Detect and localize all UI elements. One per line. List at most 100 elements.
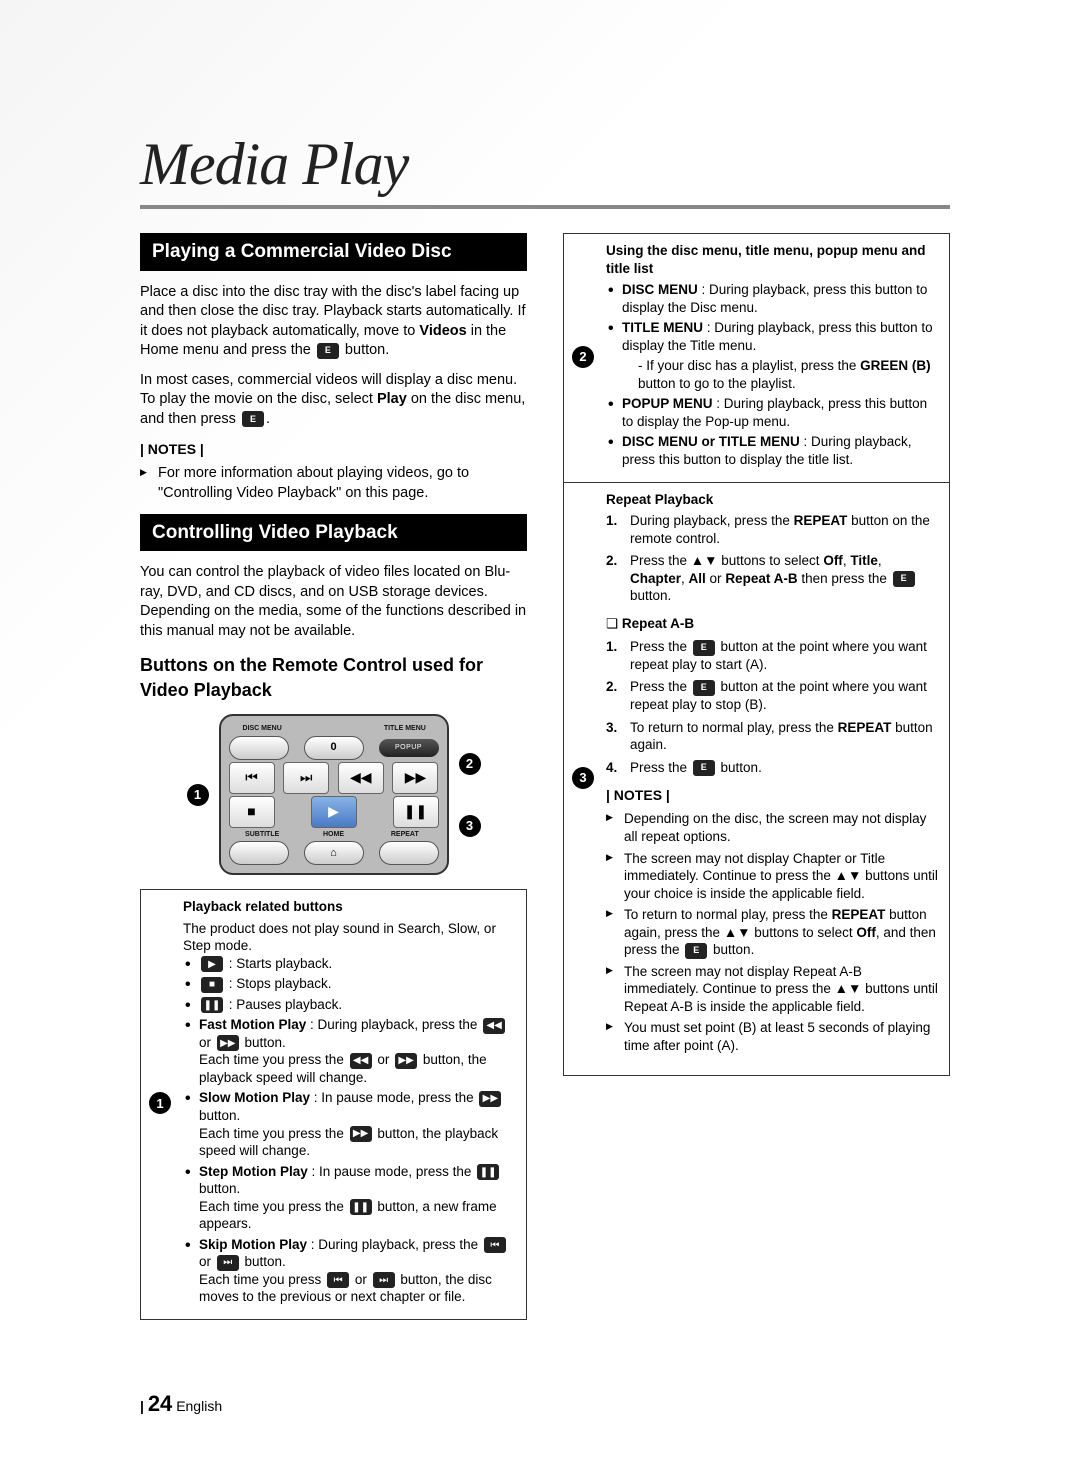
btn-pause[interactable]: ❚❚ [393,796,439,828]
bold: REPEAT [838,720,892,735]
para-disc-insert: Place a disc into the disc tray with the… [140,283,527,361]
bold: DISC MENU [622,282,698,297]
text: Each time you press the [199,1052,348,1067]
li-disc-or-title: DISC MENU or TITLE MENU : During playbac… [606,433,939,468]
bold: TITLE MENU [622,320,703,335]
play-bold: Play [377,391,407,407]
text: then press the [798,571,891,586]
text: : Pauses playback. [225,997,342,1012]
step-2: Press the ▲▼ buttons to select Off, Titl… [606,552,939,605]
enter-icon: E [693,680,715,696]
rewind-icon: ◀◀ [350,1053,372,1069]
text: To return to normal play, press the [624,907,832,922]
enter-icon: E [893,571,915,587]
rnote-2: The screen may not display Chapter or Ti… [606,850,939,903]
enter-icon: E [685,943,707,959]
rstep-3: To return to normal play, press the REPE… [606,719,939,754]
bold: REPEAT [832,907,886,922]
pause-icon: ❚❚ [477,1164,499,1180]
sub-green: - If your disc has a playlist, press the… [622,357,939,392]
text: : In pause mode, press the [310,1090,477,1105]
left-column: Playing a Commercial Video Disc Place a … [140,233,527,1320]
skip-fwd-icon: ⏭ [217,1255,239,1271]
btn-rewind[interactable]: ◀◀ [338,762,384,794]
bold: GREEN (B) [860,358,931,373]
lbl-disc-menu: DISC MENU [229,724,296,733]
text: , [681,571,689,586]
btn-fastfwd[interactable]: ▶▶ [392,762,438,794]
text: If your disc has a playlist, press the [646,358,860,373]
text: button. [341,342,389,358]
text: : In pause mode, press the [308,1164,475,1179]
btn-skip-back[interactable]: ⏮ [229,762,275,794]
slow-bold: Slow Motion Play [199,1090,310,1105]
manual-page: { "page": { "title": "Media Play", "numb… [0,0,1080,1467]
enter-icon: E [693,760,715,776]
bold: Title [850,553,878,568]
page-number: 24 [148,1391,172,1416]
callout-1: 1 [187,784,209,806]
skip-fwd-icon: ⏭ [373,1272,395,1288]
rnote-1: Depending on the disc, the screen may no… [606,810,939,845]
enter-icon: E [317,343,339,359]
remote-figure: 1 DISC MENU TITLE MENU 0 POPUP ⏮ ⏭ [140,714,527,875]
btn-repeat[interactable] [379,841,439,865]
text: button. [717,760,762,775]
li-stop: ■ : Stops playback. [183,975,516,993]
enter-icon: E [242,411,264,427]
li-disc-menu: DISC MENU : During playback, press this … [606,281,939,316]
lbl-title-menu: TITLE MENU [371,724,438,733]
li-fast: Fast Motion Play : During playback, pres… [183,1016,516,1086]
stop-icon: ■ [201,977,223,993]
text: Press the ▲▼ buttons to select [630,553,823,568]
btn-subtitle[interactable] [229,841,289,865]
callout-2: 2 [459,753,481,775]
li-popup-menu: POPUP MENU : During playback, press this… [606,395,939,430]
lbl-repeat: REPEAT [371,830,438,839]
text: button. [241,1254,286,1269]
skip-bold: Skip Motion Play [199,1237,307,1252]
bold: REPEAT [794,513,848,528]
step-1: During playback, press the REPEAT button… [606,512,939,547]
text: : Stops playback. [225,976,332,991]
li-play: ▶ : Starts playback. [183,955,516,973]
text: Press the [630,760,691,775]
page-language: English [176,1398,222,1414]
box1-title: Playback related buttons [183,898,516,916]
pause-icon: ❚❚ [201,997,223,1013]
btn-stop[interactable]: ■ [229,796,275,828]
text: button. [709,942,754,957]
text: : During playback, press the [306,1017,481,1032]
text: , [878,553,882,568]
btn-popup[interactable]: POPUP [379,739,439,757]
text: . [266,411,270,427]
subhead-remote: Buttons on the Remote Control used for V… [140,653,527,702]
btn-play[interactable]: ▶ [311,796,357,828]
right-column: 2 Using the disc menu, title menu, popup… [563,233,950,1320]
text: or [374,1052,394,1067]
page-title: Media Play [140,130,950,209]
ffwd-icon: ▶▶ [395,1053,417,1069]
box2-title: Using the disc menu, title menu, popup m… [606,242,939,277]
bold: DISC MENU or TITLE MENU [622,434,800,449]
rstep-2: Press the E button at the point where yo… [606,678,939,713]
remote-control: DISC MENU TITLE MENU 0 POPUP ⏮ ⏭ ◀◀ ▶▶ [219,714,449,875]
text: or [199,1254,215,1269]
text: or [199,1035,215,1050]
btn-zero[interactable]: 0 [304,736,364,760]
text: button. [630,588,671,603]
notes-label-2: | NOTES | [606,786,939,804]
lbl-subtitle: SUBTITLE [229,830,296,839]
btn-home[interactable]: ⌂ [304,841,364,865]
li-pause: ❚❚ : Pauses playback. [183,996,516,1014]
btn-skip-fwd[interactable]: ⏭ [283,762,329,794]
section-header-1: Playing a Commercial Video Disc [140,233,527,271]
fast-bold: Fast Motion Play [199,1017,306,1032]
btn-disc-menu[interactable] [229,736,289,760]
rstep-1: Press the E button at the point where yo… [606,638,939,673]
text: button. [241,1035,286,1050]
bold: Off [823,553,843,568]
ffwd-icon: ▶▶ [479,1091,501,1107]
skip-back-icon: ⏮ [327,1272,349,1288]
pause-icon: ❚❚ [350,1199,372,1215]
